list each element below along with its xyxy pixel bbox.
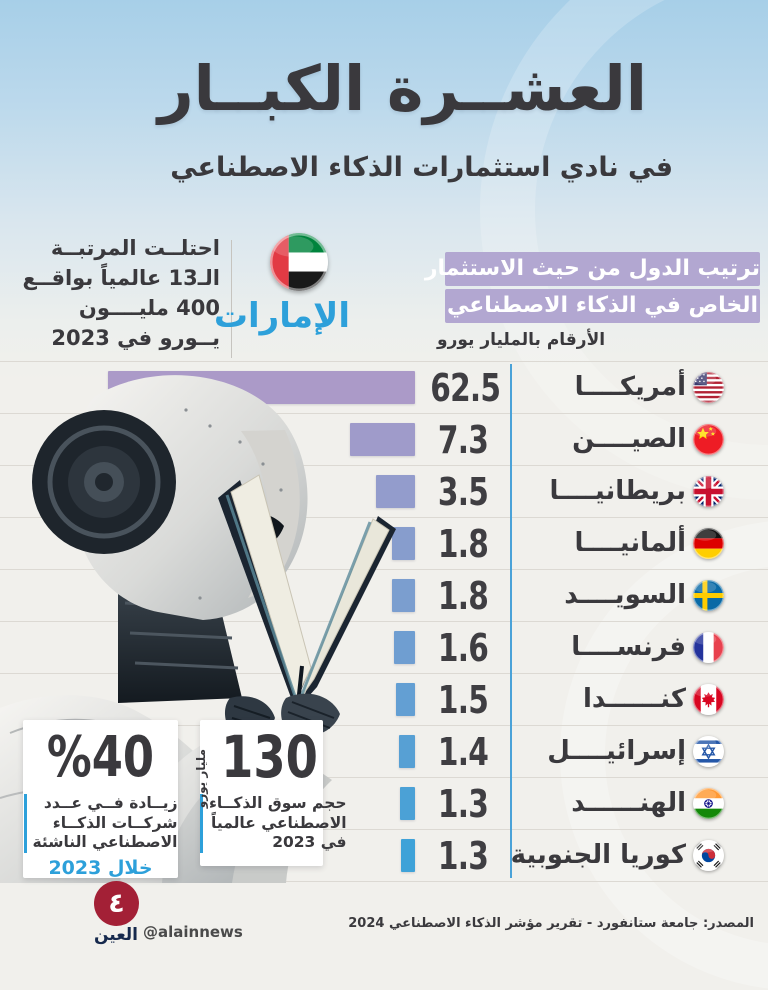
bar-value: 1.6 [437,626,489,670]
bar-value: 1.4 [437,730,489,774]
bar [350,423,415,456]
bar [392,527,415,560]
chart-row: 1.5 كنــــــدا [0,674,768,726]
stat-value-40: %40 [46,725,155,790]
stat-40-year: خلال 2023 [48,856,153,879]
country-name: فرنســــا [571,632,686,662]
flag-canada-icon [693,684,724,715]
stat-130-line: الاصطناعي عالمياً [211,813,347,832]
chart-row: 1.3 كوريا الجنوبية [0,830,768,882]
bar-value: 1.8 [437,574,489,618]
country-name: كنــــــدا [583,684,686,714]
chart-row: 7.3 الصيــــن [0,414,768,466]
flag-israel-icon [693,736,724,767]
chart-rows: 62.5 أمريكــــا 7.3 الصيــــن 3.5 بريطان… [0,361,768,882]
bar-value: 3.5 [437,470,489,514]
bar-value: 1.3 [437,834,489,878]
country-name: إسرائيــــل [547,736,686,766]
bar [396,683,415,716]
stat-130-unit: مليار يورو [193,749,208,809]
chart-row: 1.8 ألمانيــــا [0,518,768,570]
stat-40-text: زيــادة فــي عــدد شركــات الذكــاء الاص… [23,794,178,853]
uae-divider-line [231,240,232,358]
source-text: المصدر: جامعة ستانفورد - تقرير مؤشر الذك… [348,916,754,931]
flag-south-korea-icon [693,840,724,871]
stat-40-line: شركــات الذكــاء [52,813,178,832]
country-name: الهنــــــد [571,788,686,818]
stat-130-row: 130 مليار يورو [194,723,323,808]
country-name: الصيــــن [572,424,686,454]
stat-40-line: الاصطناعي الناشئة [32,833,178,851]
bar-value: 62.5 [430,366,501,410]
uae-name: الإمارات [213,296,350,336]
country-name: ألمانيــــا [574,528,686,558]
stat-box-130: 130 مليار يورو حجم سوق الذكــاء الاصطناع… [194,720,347,866]
chart-row: 3.5 بريطانيــــا [0,466,768,518]
chart-row: 1.8 السويــــد [0,570,768,622]
chart-unit-note: الأرقام بالمليار يورو [437,330,606,350]
flag-sweden-icon [693,580,724,611]
chart-row: 1.6 فرنســــا [0,622,768,674]
chart-row: 1.4 إسرائيــــل [0,726,768,778]
country-name: السويــــد [564,580,686,610]
uae-desc-line: احتلــت المرتبــة [50,236,220,260]
chart-title-line1: ترتيب الدول من حيث الاستثمار [425,252,760,286]
chart-row: 1.3 الهنــــــد [0,778,768,830]
bar [376,475,415,508]
social-handle: @alainnews [143,923,243,941]
stat-value-130: 130 [221,723,318,791]
country-name: أمريكــــا [574,372,686,402]
chart-divider-line [510,364,512,878]
flag-uk-icon [693,476,724,507]
bar [399,735,415,768]
bar [392,579,415,612]
uae-desc-line: يــورو في 2023 [51,326,220,350]
flag-india-icon [693,788,724,819]
bar [401,839,415,872]
stat-130-text: حجم سوق الذكــاء الاصطناعي عالمياً في 20… [200,794,347,853]
bar [400,787,415,820]
stat-130-line: في 2023 [272,833,347,851]
flag-usa-icon [693,372,724,403]
bar [394,631,415,664]
page-title: العشــرة الكبــار [157,52,647,125]
bar-value: 1.8 [437,522,489,566]
uae-description: احتلــت المرتبــة الـ13 عالمياً بواقــع … [23,233,220,353]
uae-desc-line: الـ13 عالمياً بواقــع [22,266,220,290]
bar-value: 1.3 [437,782,489,826]
page-subtitle: في نادي استثمارات الذكاء الاصطناعي [170,152,673,183]
country-name: كوريا الجنوبية [510,840,686,870]
bar-value: 7.3 [437,418,489,462]
uae-flag-icon [270,233,328,291]
stat-box-40-percent: %40 زيــادة فــي عــدد شركــات الذكــاء … [23,720,178,879]
bar-value: 1.5 [437,678,489,722]
uae-desc-line: 400 مليــــون [78,296,220,320]
alain-logo-icon: ٤ [94,881,139,926]
chart-title-line2: الخاص في الذكاء الاصطناعي [445,289,760,323]
country-name: بريطانيــــا [549,476,686,506]
stat-130-line: حجم سوق الذكــاء [209,794,347,812]
stat-40-line: زيــادة فــي عــدد [43,794,178,812]
flag-china-icon [693,424,724,455]
flag-france-icon [693,632,724,663]
alain-logo-text: العين [93,925,139,945]
flag-germany-icon [693,528,724,559]
